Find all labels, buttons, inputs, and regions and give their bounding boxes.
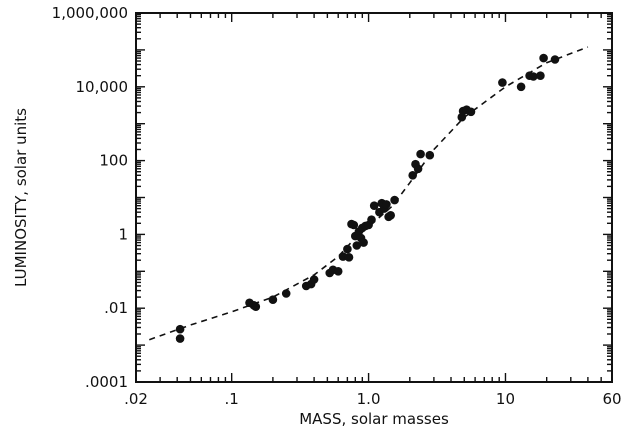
data-point [281, 289, 291, 298]
data-point [175, 334, 185, 343]
data-point [516, 82, 526, 92]
data-point [352, 241, 362, 250]
data-point [539, 53, 548, 63]
data-point [416, 149, 425, 159]
x-tick-label: .02 [124, 390, 148, 408]
y-tick-label: .01 [104, 299, 128, 317]
tick-labels-layer: .02 .1 1.0 10 60 .0001 .01 1 100 10,000 1,000,000 [52, 4, 622, 408]
data-point [382, 200, 391, 209]
y-axis-title: LUMINOSITY, solar units [12, 108, 30, 287]
x-tick-label: 1.0 [357, 390, 381, 408]
x-axis-title: MASS, solar masses [299, 410, 449, 428]
data-point [175, 324, 185, 334]
fit-curve-layer [149, 46, 589, 341]
y-tick-label: 1,000,000 [52, 4, 128, 22]
data-point [333, 267, 343, 276]
y-tick-label: 1 [118, 225, 128, 243]
data-point [536, 71, 545, 80]
y-tick-label: 100 [99, 152, 128, 170]
data-point [343, 244, 352, 254]
data-point [359, 238, 368, 247]
data-point [349, 220, 359, 230]
data-point [251, 302, 261, 312]
fit-curve [149, 46, 589, 341]
data-point [550, 55, 560, 64]
plot-frame-layer [135, 12, 613, 383]
data-point [369, 201, 379, 210]
data-point [390, 195, 399, 205]
tick-marks-layer [135, 12, 613, 383]
y-tick-label: .0001 [85, 373, 128, 391]
data-point [425, 150, 435, 160]
data-points-layer [175, 53, 560, 343]
data-point [309, 275, 319, 284]
data-point [268, 295, 278, 305]
data-point [386, 211, 396, 220]
x-tick-label: 60 [602, 390, 621, 408]
data-point [466, 107, 476, 117]
x-tick-label: .1 [225, 390, 239, 408]
data-point [529, 72, 538, 81]
y-tick-label: 10,000 [76, 78, 129, 96]
plot-frame [135, 12, 613, 383]
data-point [408, 171, 418, 180]
data-point [367, 215, 376, 224]
data-point [344, 252, 354, 262]
data-point [413, 164, 423, 174]
x-tick-label: 10 [496, 390, 515, 408]
data-point [498, 78, 507, 87]
